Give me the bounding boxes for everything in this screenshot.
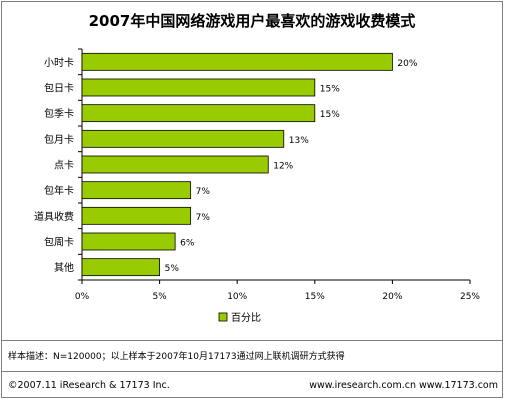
- category-label: 包周卡: [44, 236, 74, 249]
- value-label: 7%: [196, 187, 211, 197]
- category-label: 包月卡: [44, 133, 74, 146]
- value-label: 6%: [180, 239, 195, 249]
- category-label: 包季卡: [44, 107, 74, 120]
- value-label: 20%: [397, 59, 417, 69]
- value-label: 7%: [196, 213, 211, 223]
- category-label: 包日卡: [44, 82, 74, 95]
- bar: [81, 206, 192, 225]
- value-label: 15%: [320, 110, 340, 120]
- bar: [81, 52, 393, 71]
- bar: [81, 78, 316, 97]
- legend: 百分比: [218, 312, 261, 324]
- x-tick-label: 5%: [152, 292, 167, 302]
- divider-bottom: [1, 371, 503, 372]
- value-label: 5%: [165, 264, 180, 274]
- x-tick-label: 25%: [460, 292, 480, 302]
- bar: [81, 181, 192, 200]
- value-label: 13%: [289, 136, 309, 146]
- bar: [81, 104, 316, 123]
- bar: [81, 129, 285, 148]
- x-tick-label: 0%: [75, 292, 90, 302]
- plot-area: 0% 5% 10% 15% 20% 25% 小时卡 20% 包日卡 15% 包季卡 15% 包月卡 13%…: [34, 48, 480, 302]
- copyright: ©2007.11 iResearch & 17173 Inc.: [8, 380, 170, 391]
- category-label: 其他: [54, 261, 74, 274]
- bar: [81, 155, 269, 174]
- category-label: 道具收费: [34, 210, 74, 223]
- value-label: 15%: [320, 85, 340, 95]
- legend-label: 百分比: [231, 312, 261, 324]
- websites: www.iresearch.com.cn www.17173.com: [309, 380, 498, 391]
- bar-chart: 0% 5% 10% 15% 20% 25% 小时卡 20% 包日卡 15% 包季卡 15% 包月卡 13%…: [34, 48, 480, 324]
- bar: [81, 258, 160, 277]
- divider-top: [1, 340, 503, 341]
- bar: [81, 232, 176, 251]
- value-label: 12%: [273, 162, 293, 172]
- x-tick-label: 15%: [305, 292, 325, 302]
- x-tick-label: 20%: [382, 292, 402, 302]
- legend-swatch: [218, 312, 228, 322]
- category-label: 点卡: [54, 159, 74, 172]
- sample-note: 样本描述：N=120000；以上样本于2007年10月17173通过网上联机调研…: [8, 352, 345, 362]
- chart-title: 2007年中国网络游戏用户最喜欢的游戏收费模式: [88, 12, 416, 30]
- category-label: 小时卡: [44, 56, 74, 69]
- category-label: 包年卡: [44, 184, 74, 197]
- x-tick-label: 10%: [227, 292, 247, 302]
